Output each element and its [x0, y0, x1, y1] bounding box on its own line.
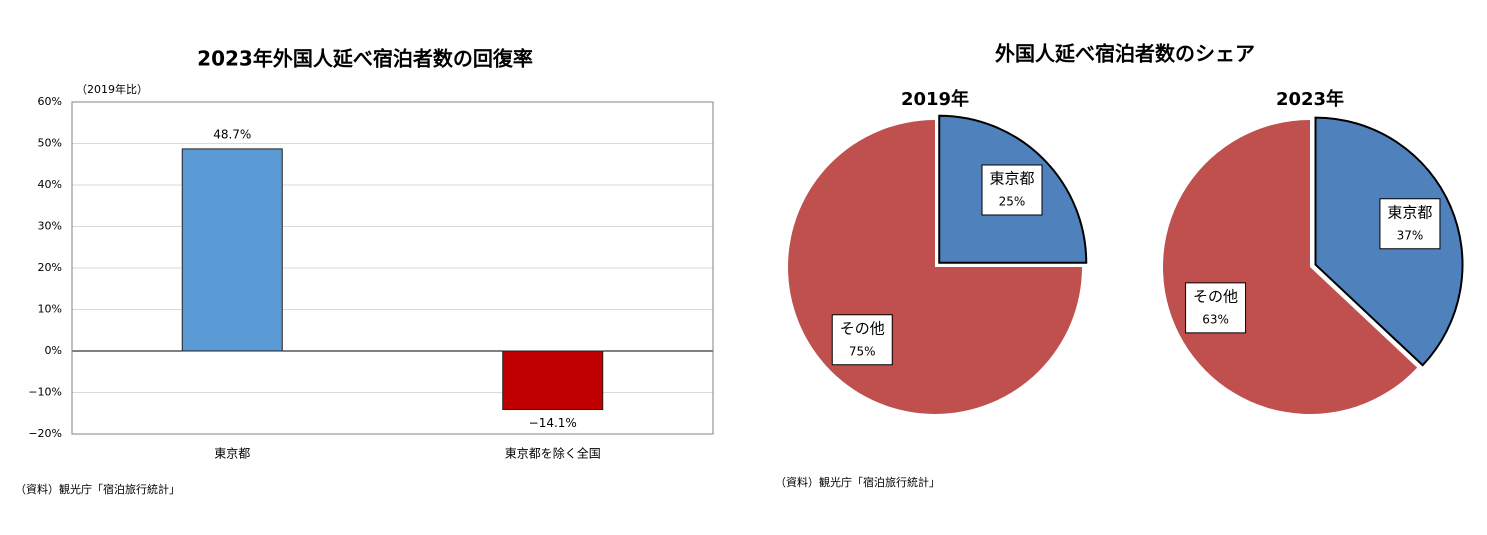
pie-slice	[1162, 120, 1418, 415]
chart-title: 2023年外国人延べ宿泊者数の回復率	[197, 47, 533, 71]
slice-category: 東京都	[989, 169, 1034, 187]
value-label: −14.1%	[529, 416, 577, 430]
slice-category: その他	[1193, 287, 1238, 305]
slice-value-label: 37%	[1397, 228, 1424, 242]
pie-subtitle: 2019年	[901, 88, 969, 110]
source: （資料）観光庁「宿泊旅行統計」	[775, 475, 940, 489]
slice-category: その他	[840, 319, 885, 337]
label-box	[1379, 198, 1441, 250]
y-tick-label: 20%	[38, 261, 62, 274]
y-tick-label: 30%	[38, 220, 62, 233]
pie-subtitle: 2023年	[1276, 88, 1344, 110]
y-tick-label: −10%	[28, 386, 62, 399]
slice-category: 東京都	[1387, 203, 1432, 221]
slice-value-label: 63%	[1202, 312, 1229, 326]
y-tick-label: −20%	[28, 427, 62, 440]
label-box	[1185, 282, 1247, 334]
y-tick-label: 50%	[38, 137, 62, 150]
plot-frame	[71, 101, 714, 435]
x-tick-label: 東京都を除く全国	[505, 446, 601, 461]
y-tick-label: 60%	[38, 95, 62, 108]
y-tick-label: 40%	[38, 178, 62, 191]
label-box	[831, 314, 893, 366]
x-tick-label: 東京都	[214, 447, 250, 461]
label-box	[981, 164, 1043, 216]
bar	[502, 350, 604, 411]
slice-value-label: 75%	[849, 344, 876, 358]
unit-label: （2019年比）	[76, 82, 148, 96]
chart-title: 外国人延べ宿泊者数のシェア	[995, 42, 1255, 66]
value-label: 48.7%	[213, 127, 251, 141]
slice-value-label: 25%	[999, 194, 1026, 208]
y-tick-label: 0%	[45, 344, 62, 357]
bar	[181, 148, 283, 352]
source: （資料）観光庁「宿泊旅行統計」	[15, 482, 180, 496]
y-tick-label: 10%	[38, 303, 62, 316]
